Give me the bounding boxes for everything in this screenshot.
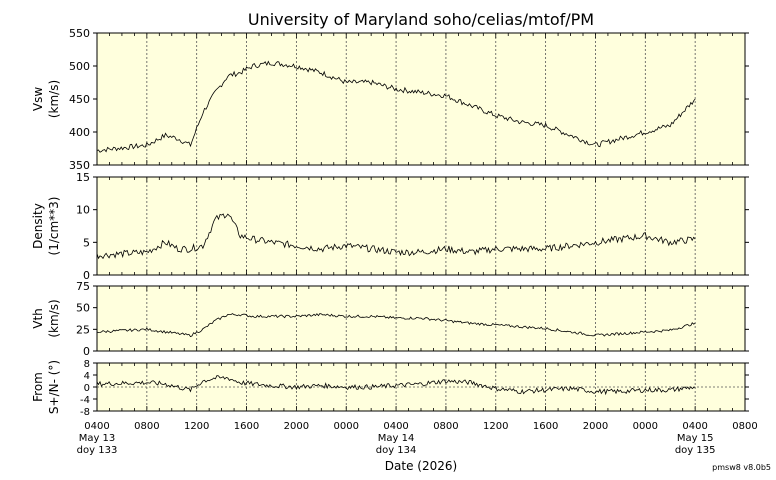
x-tick-label: 2000 <box>583 421 608 432</box>
x-tick-label: 1200 <box>184 421 209 432</box>
y-tick-label: 15 <box>76 171 90 184</box>
y-tick-label: 500 <box>69 60 90 73</box>
y-axis-label: Vth <box>31 308 45 329</box>
data-series-line <box>96 60 696 153</box>
y-tick-label: 8 <box>84 359 90 370</box>
day-date-label: May 14 <box>378 433 415 444</box>
y-tick-label: 550 <box>69 27 90 40</box>
panel-background <box>96 32 746 166</box>
x-tick-label: 1200 <box>483 421 508 432</box>
y-axis-unit: (km/s) <box>47 299 61 337</box>
y-tick-label: -8 <box>80 407 90 418</box>
x-tick-label: 2000 <box>284 421 309 432</box>
y-axis-unit: (1/cm**3) <box>47 197 61 256</box>
data-series-line <box>96 213 696 260</box>
x-tick-label: 0800 <box>134 421 159 432</box>
day-doy-label: doy 134 <box>376 445 417 456</box>
x-tick-label: 0800 <box>433 421 458 432</box>
x-tick-label: 0400 <box>84 421 109 432</box>
y-axis-label: From <box>31 372 45 402</box>
panel-1: 0 5 10 15 Density (1/cm**3) <box>31 171 749 282</box>
y-tick-label: 0 <box>83 345 90 358</box>
x-tick-label: 0400 <box>383 421 408 432</box>
y-axis-label: Vsw <box>31 87 45 111</box>
version-label: pmsw8 v8.0b5 <box>712 463 771 472</box>
panel-2: 0 25 50 75 Vth (km/s) <box>31 280 749 358</box>
chart-title: University of Maryland soho/celias/mtof/… <box>248 10 594 29</box>
data-series-line <box>96 375 696 396</box>
y-tick-label: 4 <box>84 371 90 382</box>
x-axis: 0400 0800 1200 1600 2000 0000 0400 0800 1200 1600… <box>77 421 758 456</box>
x-tick-label: 1600 <box>234 421 259 432</box>
x-tick-label: 0000 <box>633 421 658 432</box>
panel-0: 350 400 450 500 550 Vsw (km/s) <box>31 27 749 172</box>
x-axis-label: Date (2026) <box>385 459 457 473</box>
y-axis-unit: (km/s) <box>47 80 61 118</box>
x-tick-label: 1600 <box>533 421 558 432</box>
day-date-label: May 13 <box>79 433 116 444</box>
y-axis-label: Density <box>31 203 45 249</box>
day-doy-label: doy 135 <box>675 445 716 456</box>
panel-background <box>96 176 746 276</box>
x-tick-label: 0400 <box>682 421 707 432</box>
y-tick-label: 450 <box>69 93 90 106</box>
x-tick-label: 0000 <box>334 421 359 432</box>
data-series-line <box>96 313 696 338</box>
y-tick-label: 10 <box>76 204 90 217</box>
y-tick-label: -4 <box>80 395 90 406</box>
day-doy-label: doy 133 <box>77 445 118 456</box>
y-tick-label: 50 <box>76 302 90 315</box>
y-tick-label: 350 <box>69 159 90 172</box>
x-tick-label: 0800 <box>732 421 757 432</box>
day-date-label: May 15 <box>677 433 714 444</box>
y-tick-label: 75 <box>76 280 90 293</box>
y-tick-label: 400 <box>69 126 90 139</box>
y-tick-label: 0 <box>84 383 90 394</box>
y-axis-unit: S+/N- (°) <box>47 360 61 414</box>
y-tick-label: 0 <box>83 269 90 282</box>
y-tick-label: 5 <box>83 236 90 249</box>
y-tick-label: 25 <box>76 323 90 336</box>
